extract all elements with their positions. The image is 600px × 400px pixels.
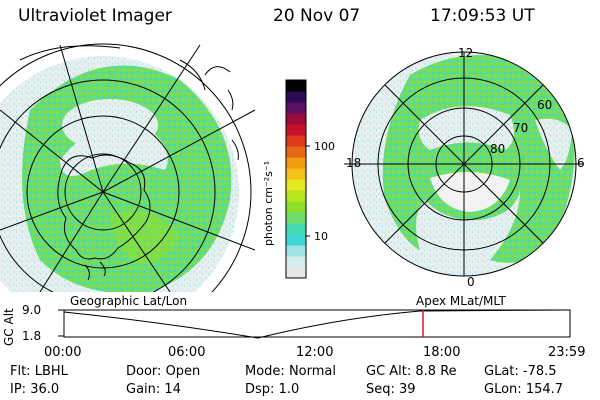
colorbar-swatch	[286, 201, 306, 213]
colorbar-swatch	[286, 245, 306, 257]
altitude-curve	[63, 309, 571, 339]
timeline-x-tick-2: 12:00	[296, 345, 334, 360]
instrument-title: Ultraviolet Imager	[18, 6, 172, 26]
colorbar	[285, 79, 307, 279]
status-glon: GLon: 154.7	[484, 382, 564, 397]
colorbar-swatch	[286, 267, 306, 279]
mlat-label-80: 80	[490, 142, 506, 156]
status-door-value: Open	[165, 364, 201, 379]
status-seq-value: 39	[399, 382, 416, 397]
status-mode: Mode: Normal	[245, 364, 336, 379]
timeline-y-tick-bottom: 1.8	[22, 329, 42, 343]
colorbar-swatch	[286, 135, 306, 147]
timeline-x-tick-1: 06:00	[168, 345, 206, 360]
timeline-x-tick-4: 23:59	[548, 345, 586, 360]
status-filter-value: LBHL	[34, 364, 68, 379]
colorbar-swatch	[286, 91, 306, 103]
status-mode-value: Normal	[288, 364, 336, 379]
status-gc-alt-value: 8.8 Re	[415, 364, 457, 379]
status-gc-alt: GC Alt: 8.8 Re	[366, 364, 457, 379]
status-dsp-value: 1.0	[278, 382, 300, 397]
status-dsp: Dsp: 1.0	[245, 382, 300, 397]
timeline-y-axis-label: GC Alt	[2, 308, 16, 346]
status-glat: GLat: -78.5	[484, 364, 557, 379]
colorbar-swatch	[286, 80, 306, 92]
status-glat-value: -78.5	[522, 364, 557, 379]
altitude-timeline	[58, 309, 571, 339]
colorbar-swatch	[286, 113, 306, 125]
geographic-image	[0, 43, 255, 292]
colorbar-swatch	[286, 234, 306, 246]
colorbar-tick-label-10: 10	[314, 230, 328, 243]
status-seq: Seq: 39	[366, 382, 416, 397]
mlt-label-left: 18	[346, 156, 362, 170]
colorbar-swatch	[286, 223, 306, 235]
timeline-x-tick-3: 18:00	[423, 345, 461, 360]
status-ip-value: 36.0	[30, 382, 60, 397]
colorbar-frame	[285, 79, 307, 279]
colorbar-swatch	[286, 124, 306, 136]
mlt-label-right: 6	[577, 156, 585, 170]
colorbar-tick-label-100: 100	[314, 140, 335, 153]
timeline-y-tick-top: 9.0	[22, 303, 42, 317]
magnetic-image	[344, 51, 584, 277]
colorbar-swatch	[286, 190, 306, 202]
status-glon-value: 154.7	[525, 382, 564, 397]
colorbar-swatch	[286, 102, 306, 114]
status-filter: Flt: LBHL	[10, 364, 68, 379]
colorbar-swatch	[286, 157, 306, 169]
mlat-label-60: 60	[537, 98, 553, 112]
colorbar-swatch	[286, 212, 306, 224]
status-gain-value: 14	[164, 382, 181, 397]
image-date: 20 Nov 07	[273, 6, 361, 26]
status-ip: IP: 36.0	[10, 382, 60, 397]
right-projection-label: Apex MLat/MLT	[416, 294, 506, 308]
colorbar-unit-label: photon cm⁻²s⁻¹	[262, 160, 275, 246]
image-time: 17:09:53 UT	[430, 6, 535, 26]
colorbar-swatch	[286, 168, 306, 180]
mlt-label-bottom: 0	[467, 275, 475, 289]
mlat-label-70: 70	[513, 121, 529, 135]
left-projection-label: Geographic Lat/Lon	[70, 294, 188, 308]
status-gain: Gain: 14	[126, 382, 181, 397]
colorbar-swatch	[286, 256, 306, 268]
mlt-label-top: 12	[458, 46, 474, 60]
colorbar-swatch	[286, 146, 306, 158]
status-door: Door: Open	[126, 364, 201, 379]
timeline-x-tick-0: 00:00	[44, 345, 82, 360]
colorbar-swatch	[286, 179, 306, 191]
